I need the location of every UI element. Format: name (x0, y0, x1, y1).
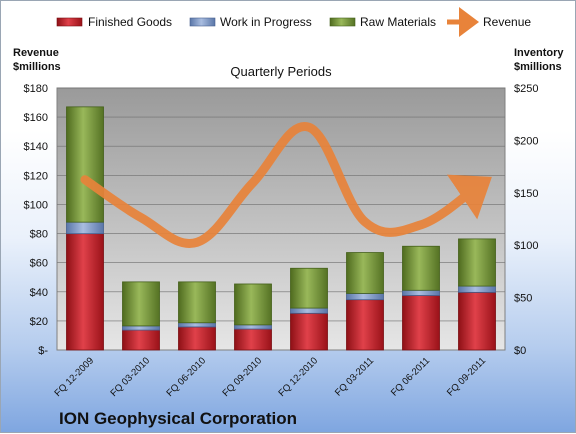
revenue-line (80, 122, 492, 248)
right-axis-tick-label: $50 (514, 293, 532, 305)
legend-label-work-in-progress: Work in Progress (220, 15, 312, 29)
bar-raw-materials (66, 106, 104, 223)
bar-raw-materials (178, 281, 216, 324)
bar-finished-goods (346, 299, 384, 351)
bar-finished-goods (290, 312, 328, 351)
legend-label-revenue: Revenue (483, 15, 531, 29)
bar-work-in-progress (346, 293, 384, 301)
bar-work-in-progress (402, 289, 440, 296)
company-name: ION Geophysical Corporation (59, 409, 297, 428)
bar-finished-goods (66, 233, 104, 351)
bar-raw-materials (346, 252, 384, 294)
x-axis-tick-label: FQ 06-2011 (389, 355, 432, 398)
left-axis-tick-label: $180 (24, 83, 48, 95)
left-axis-title-line2: $millions (13, 61, 61, 73)
right-axis-title-line1: Inventory (514, 47, 564, 59)
bar-raw-materials (458, 238, 496, 287)
x-axis-tick-label: FQ 03-2011 (333, 355, 376, 398)
x-axis-tick-label: FQ 12-2010 (276, 355, 320, 399)
left-axis-tick-label: $140 (24, 141, 48, 153)
bar-work-in-progress (458, 285, 496, 293)
right-axis-title-line2: $millions (514, 61, 562, 73)
legend-label-raw-materials: Raw Materials (360, 15, 436, 29)
legend-swatch-raw-materials (329, 17, 356, 27)
legend-swatch-finished-goods (56, 17, 83, 27)
bar-raw-materials (402, 245, 440, 291)
legend: Finished Goods Work in Progress Raw Mate… (56, 7, 531, 37)
left-axis: $- $20 $40 $60 $80 $100 $120 $140 $160 $180 (24, 83, 49, 357)
left-axis-title-line1: Revenue (13, 47, 59, 59)
left-axis-tick-label: $160 (24, 112, 48, 124)
right-axis-tick-label: $100 (514, 240, 538, 252)
bar-work-in-progress (178, 322, 216, 328)
left-axis-tick-label: $100 (24, 199, 48, 211)
x-axis: FQ 12-2009 FQ 03-2010 FQ 06-2010 FQ 09-2010… (52, 355, 488, 399)
bar-work-in-progress (122, 325, 160, 331)
x-axis-tick-label: FQ 03-2010 (108, 355, 152, 399)
right-axis-tick-label: $200 (514, 135, 538, 147)
x-axis-tick-label: FQ 09-2010 (220, 355, 264, 399)
bar-stacks (66, 106, 496, 351)
revenue-line-path (80, 122, 492, 248)
bar-raw-materials (290, 267, 328, 309)
left-axis-tick-label: $20 (30, 316, 48, 328)
bar-work-in-progress (234, 324, 272, 330)
right-axis: $0 $50 $100 $150 $200 $250 (514, 83, 538, 357)
x-axis-tick-label: FQ 12-2009 (52, 355, 96, 399)
bar-raw-materials (234, 283, 272, 326)
legend-label-finished-goods: Finished Goods (88, 15, 172, 29)
bar-finished-goods (122, 329, 160, 351)
bar-work-in-progress (290, 307, 328, 314)
x-axis-tick-label: FQ 06-2010 (164, 355, 208, 399)
left-axis-tick-label: $40 (30, 287, 48, 299)
left-axis-tick-label: $60 (30, 258, 48, 270)
bar-raw-materials (122, 281, 160, 327)
x-axis-tick-label: FQ 09-2011 (445, 355, 488, 398)
bar-finished-goods (402, 295, 440, 351)
left-axis-tick-label: $120 (24, 170, 48, 182)
right-axis-tick-label: $250 (514, 83, 538, 95)
left-axis-tick-label: $- (38, 345, 48, 357)
legend-swatch-work-in-progress (189, 17, 216, 27)
bar-finished-goods (234, 328, 272, 351)
bar-finished-goods (178, 326, 216, 351)
left-axis-tick-label: $80 (30, 229, 48, 241)
bar-work-in-progress (66, 221, 104, 235)
bar-finished-goods (458, 291, 496, 351)
right-axis-tick-label: $0 (514, 345, 526, 357)
chart-title: Quarterly Periods (230, 64, 332, 79)
right-axis-tick-label: $150 (514, 188, 538, 200)
